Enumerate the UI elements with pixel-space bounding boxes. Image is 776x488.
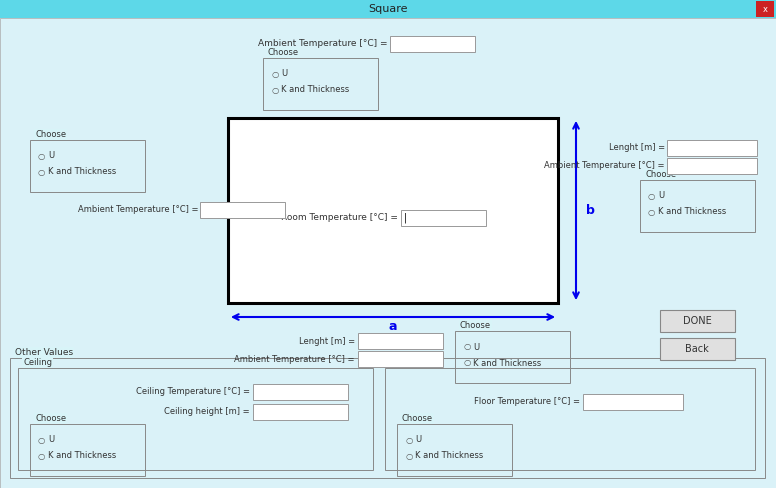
Bar bbox=[667, 140, 757, 156]
Text: Choose: Choose bbox=[268, 48, 299, 57]
Text: ○: ○ bbox=[405, 435, 412, 445]
Text: Lenght [m] =: Lenght [m] = bbox=[609, 143, 665, 152]
Text: K and Thickness: K and Thickness bbox=[48, 451, 116, 461]
Text: ○: ○ bbox=[38, 435, 45, 445]
Bar bbox=[640, 180, 755, 232]
Bar bbox=[667, 158, 757, 174]
Text: Square: Square bbox=[369, 4, 407, 14]
Text: K and Thickness: K and Thickness bbox=[473, 359, 541, 367]
Text: Ceiling height [m] =: Ceiling height [m] = bbox=[165, 407, 250, 416]
Bar bbox=[756, 1, 774, 17]
Bar bbox=[358, 351, 443, 367]
Bar bbox=[660, 338, 735, 360]
Text: Ambient Temperature [°C] =: Ambient Temperature [°C] = bbox=[258, 40, 387, 48]
Text: K and Thickness: K and Thickness bbox=[48, 167, 116, 177]
Text: ○: ○ bbox=[38, 167, 45, 177]
Text: U: U bbox=[48, 435, 54, 445]
Bar bbox=[397, 424, 512, 476]
Text: Back: Back bbox=[685, 344, 708, 354]
Text: Room Temperature [°C] =: Room Temperature [°C] = bbox=[281, 214, 398, 223]
Text: Ceiling: Ceiling bbox=[23, 358, 52, 367]
Bar bbox=[390, 36, 475, 52]
Text: Other Values: Other Values bbox=[15, 348, 73, 357]
Text: ○: ○ bbox=[405, 451, 412, 461]
Text: ○: ○ bbox=[648, 207, 655, 217]
Text: DONE: DONE bbox=[683, 316, 712, 326]
Bar bbox=[358, 333, 443, 349]
Text: Ambient Temperature [°C] =: Ambient Temperature [°C] = bbox=[78, 205, 198, 215]
Text: U: U bbox=[281, 69, 287, 79]
Text: ○: ○ bbox=[271, 85, 279, 95]
Bar bbox=[228, 118, 558, 303]
Text: ○: ○ bbox=[271, 69, 279, 79]
Bar bbox=[583, 394, 683, 410]
Text: Floor: Floor bbox=[390, 358, 411, 367]
Text: b: b bbox=[586, 204, 595, 217]
Bar bbox=[253, 384, 348, 400]
Text: U: U bbox=[473, 343, 479, 351]
Bar bbox=[253, 404, 348, 420]
Text: Ceiling Temperature [°C] =: Ceiling Temperature [°C] = bbox=[136, 387, 250, 396]
Bar bbox=[10, 358, 765, 478]
Text: ○: ○ bbox=[38, 451, 45, 461]
Text: Choose: Choose bbox=[402, 414, 433, 423]
Text: Choose: Choose bbox=[35, 414, 66, 423]
Text: Ambient Temperature [°C] =: Ambient Temperature [°C] = bbox=[545, 162, 665, 170]
Text: K and Thickness: K and Thickness bbox=[658, 207, 726, 217]
Bar bbox=[30, 424, 145, 476]
Text: U: U bbox=[658, 191, 664, 201]
Text: ○: ○ bbox=[38, 151, 45, 161]
Text: Ambient Temperature [°C] =: Ambient Temperature [°C] = bbox=[234, 354, 355, 364]
Bar bbox=[200, 202, 285, 218]
Text: ○: ○ bbox=[648, 191, 655, 201]
Bar bbox=[455, 331, 570, 383]
Bar bbox=[0, 0, 776, 18]
Text: U: U bbox=[48, 151, 54, 161]
Bar bbox=[30, 140, 145, 192]
Text: ○: ○ bbox=[463, 343, 470, 351]
Text: K and Thickness: K and Thickness bbox=[281, 85, 349, 95]
Text: K and Thickness: K and Thickness bbox=[415, 451, 483, 461]
Bar bbox=[263, 58, 378, 110]
Text: x: x bbox=[763, 4, 767, 14]
Text: Choose: Choose bbox=[460, 321, 491, 330]
Text: Lenght [m] =: Lenght [m] = bbox=[299, 337, 355, 346]
Text: |: | bbox=[404, 213, 407, 223]
Bar bbox=[385, 368, 755, 470]
Text: Floor Temperature [°C] =: Floor Temperature [°C] = bbox=[474, 398, 580, 407]
Bar bbox=[18, 368, 373, 470]
Bar bbox=[660, 310, 735, 332]
Bar bbox=[401, 210, 486, 226]
Text: U: U bbox=[415, 435, 421, 445]
Text: ○: ○ bbox=[463, 359, 470, 367]
Text: Choose: Choose bbox=[645, 170, 676, 179]
Text: Choose: Choose bbox=[35, 130, 66, 139]
Text: a: a bbox=[389, 321, 397, 333]
